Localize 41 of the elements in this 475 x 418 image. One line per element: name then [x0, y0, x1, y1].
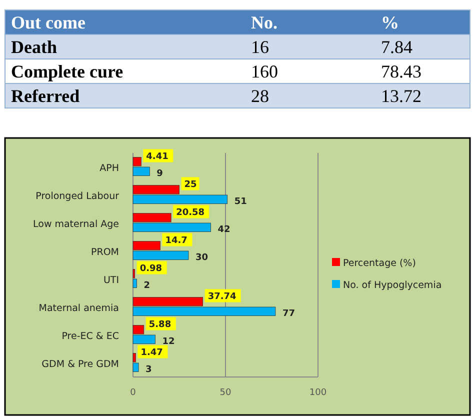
legend-label: No. of Hypoglycemia	[343, 280, 442, 291]
y-tick-label: PROM	[90, 247, 119, 258]
data-label: 13.72	[381, 86, 422, 106]
data-label: 77	[282, 308, 295, 319]
data-label: 42	[218, 224, 230, 235]
data-label: 4.41	[146, 152, 168, 162]
category-label: Complete cure	[11, 62, 124, 82]
y-tick-label: Pre-EC & EC	[62, 331, 120, 342]
data-label: 1.47	[140, 348, 163, 358]
category-label: Death	[11, 37, 57, 57]
y-tick-label: Prolonged Labour	[36, 191, 120, 202]
data-label: 20.58	[176, 208, 205, 218]
y-tick-label: Low maternal Age	[33, 219, 120, 230]
data-label: 0.98	[140, 264, 162, 274]
data-label: 16	[251, 37, 269, 57]
data-label: 14.7	[165, 236, 188, 246]
data-label: 37.74	[208, 292, 236, 302]
category-label: Referred	[11, 86, 80, 106]
data-label: 9	[156, 168, 163, 179]
x-tick-label: 0	[130, 388, 136, 398]
data-label: 160	[251, 62, 278, 82]
data-label: 5.88	[148, 320, 172, 330]
legend-label: Percentage (%)	[343, 258, 416, 269]
data-label: 30	[196, 252, 208, 263]
x-tick-label: 100	[309, 388, 327, 398]
data-label: 78.43	[381, 62, 422, 82]
data-label: 25	[184, 180, 197, 190]
data-label: 51	[234, 196, 247, 207]
data-label: 7.84	[381, 37, 412, 57]
y-tick-label: Maternal anemia	[38, 303, 119, 314]
data-label: 2	[144, 280, 150, 291]
text: Out come	[11, 12, 86, 32]
data-label: 12	[162, 336, 175, 347]
text: %	[381, 12, 399, 32]
y-tick-label: UTI	[103, 275, 119, 286]
x-tick-label: 50	[220, 388, 232, 398]
y-tick-label: APH	[100, 163, 119, 174]
y-tick-label: GDM & Pre GDM	[42, 359, 119, 370]
data-label: 28	[251, 86, 269, 106]
series-label: No.	[251, 12, 278, 32]
data-label: 3	[146, 364, 152, 375]
